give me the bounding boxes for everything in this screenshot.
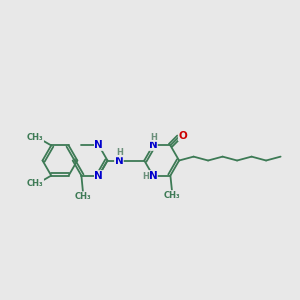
- Text: N: N: [94, 171, 103, 181]
- Text: CH₃: CH₃: [27, 134, 44, 142]
- Text: CH₃: CH₃: [164, 190, 180, 200]
- Text: N: N: [94, 140, 103, 150]
- Text: H: H: [142, 172, 149, 181]
- Text: N: N: [148, 171, 158, 181]
- Text: H: H: [150, 133, 157, 142]
- Text: N: N: [148, 140, 158, 150]
- Text: CH₃: CH₃: [75, 192, 91, 201]
- Text: O: O: [178, 131, 187, 141]
- Text: CH₃: CH₃: [27, 178, 44, 188]
- Text: H: H: [116, 148, 123, 157]
- Text: N: N: [115, 155, 123, 166]
